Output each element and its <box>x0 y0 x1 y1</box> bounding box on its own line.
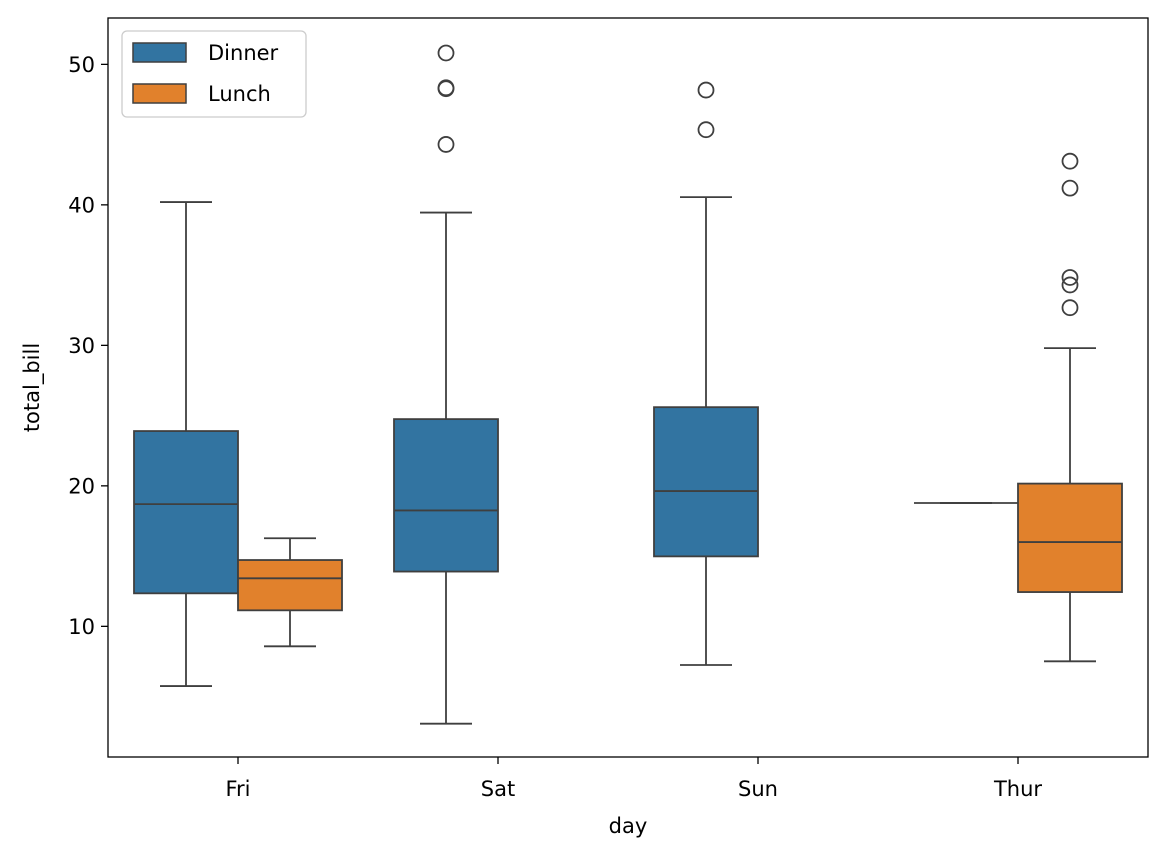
x-tick-label: Sat <box>481 777 515 801</box>
plot-area <box>133 44 1123 725</box>
y-axis: 10 20 30 40 50 <box>68 53 108 639</box>
iqr-box <box>653 406 759 558</box>
legend-swatch <box>132 83 187 104</box>
y-tick-label: 40 <box>68 193 95 217</box>
y-tick-label: 30 <box>68 334 95 358</box>
outlier-point <box>1061 179 1079 197</box>
y-axis-label: total_bill <box>20 343 45 432</box>
series-lunch <box>237 152 1123 663</box>
outlier-point <box>697 81 715 99</box>
outlier-point <box>1061 152 1079 170</box>
x-tick-label: Thur <box>993 777 1042 801</box>
box-dinner-fri <box>133 201 239 687</box>
x-axis: Fri Sat Sun Thur <box>225 757 1042 801</box>
outlier-point <box>437 136 455 153</box>
legend-label: Dinner <box>208 41 279 65</box>
legend-swatch <box>132 42 187 63</box>
legend-item-lunch: Lunch <box>132 82 271 106</box>
outlier-point <box>437 79 455 97</box>
box-dinner-sat <box>393 44 499 725</box>
legend-item-dinner: Dinner <box>132 41 279 65</box>
series-dinner <box>133 44 1018 725</box>
box-dinner-sun <box>653 81 759 666</box>
box-lunch-thur <box>1017 152 1123 663</box>
axes-frame <box>107 17 1149 758</box>
outlier-point <box>437 44 455 62</box>
iqr-box <box>237 559 343 612</box>
y-tick-label: 10 <box>68 615 95 639</box>
iqr-box <box>393 418 499 573</box>
iqr-box <box>1017 482 1123 593</box>
legend-label: Lunch <box>208 82 271 106</box>
outlier-point <box>1061 299 1079 317</box>
x-tick-label: Fri <box>225 777 250 801</box>
outlier-point <box>1061 269 1079 286</box>
y-tick-label: 20 <box>68 474 95 498</box>
iqr-box <box>133 430 239 595</box>
outlier-point <box>697 121 715 139</box>
box-lunch-fri <box>237 537 343 648</box>
outlier-point <box>1061 276 1079 294</box>
x-axis-label: day <box>609 814 648 838</box>
y-tick-label: 50 <box>68 53 95 77</box>
x-tick-label: Sun <box>738 777 778 801</box>
legend: Dinner Lunch <box>121 30 307 118</box>
